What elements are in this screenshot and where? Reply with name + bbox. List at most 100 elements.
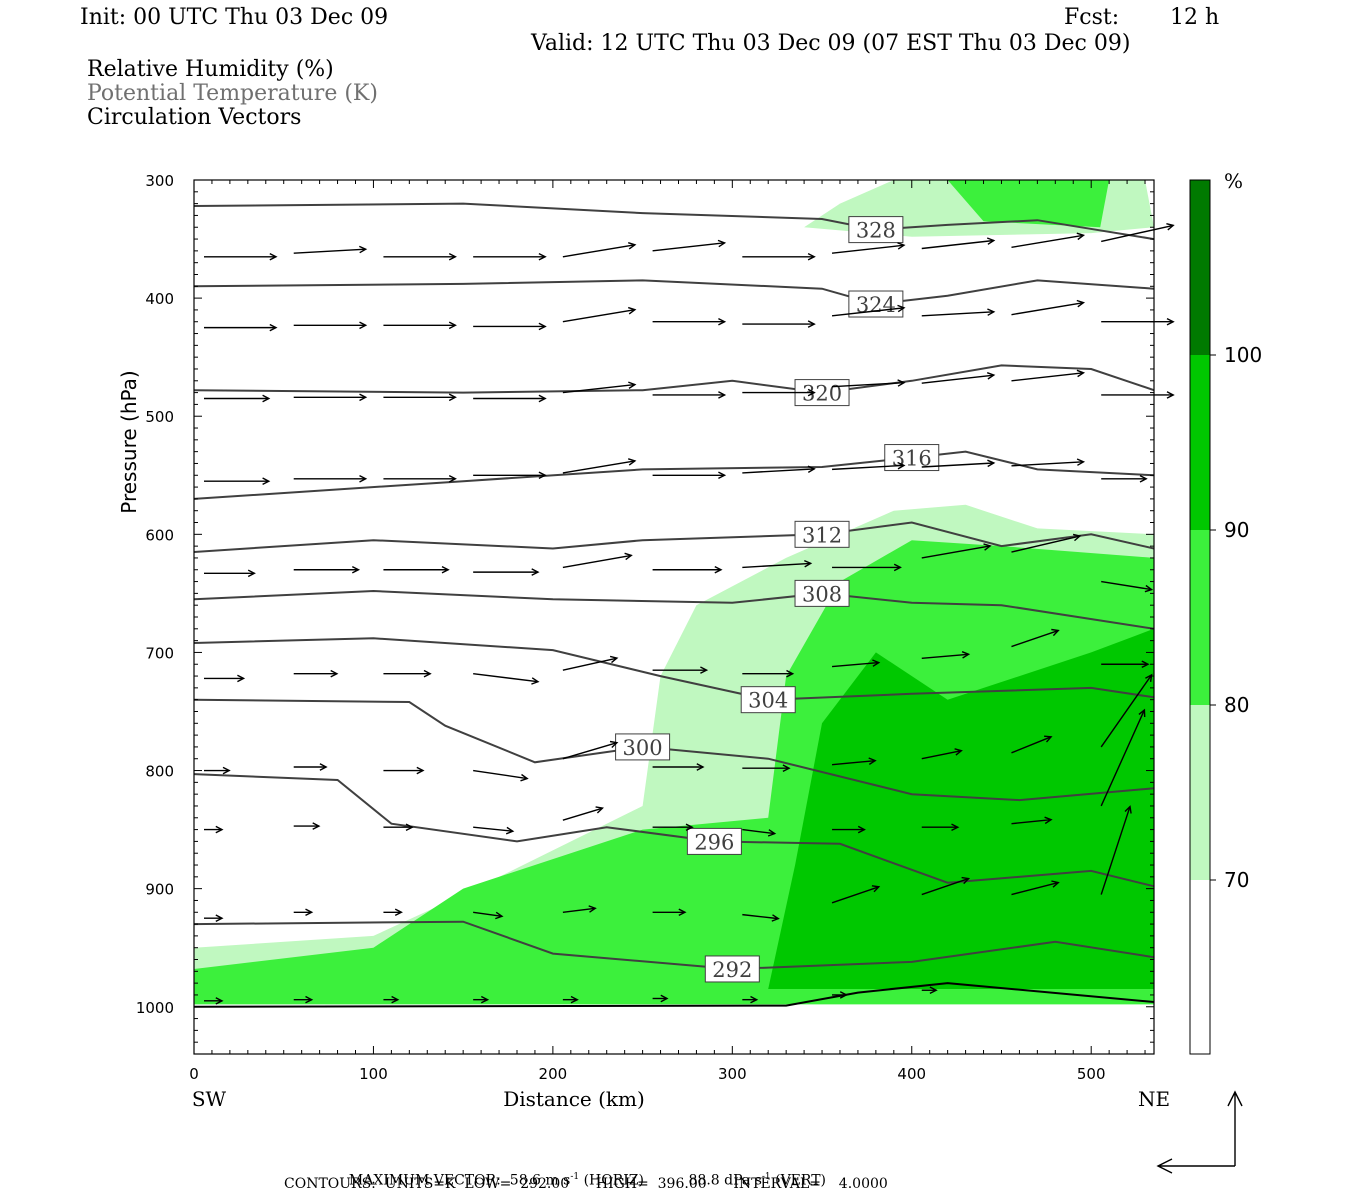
- legend-circulation-vectors: Circulation Vectors: [87, 105, 302, 130]
- y-tick-label-900: 900: [145, 881, 174, 899]
- circulation-vector-head-38: [718, 471, 727, 480]
- circulation-vector-head-86: [1044, 816, 1053, 825]
- circulation-vector-92: [562, 907, 596, 913]
- circulation-vector-head-62: [872, 659, 881, 667]
- circulation-vector-head-94: [771, 914, 780, 922]
- circulation-vector-head-24: [448, 393, 457, 402]
- legend-potential-temperature: Potential Temperature (K): [87, 81, 378, 106]
- vert-exponent: -1: [761, 1172, 771, 1182]
- circulation-vector-head-14: [538, 322, 547, 331]
- circulation-vector-73: [831, 759, 876, 766]
- theta-label-304: 304: [748, 689, 788, 713]
- circulation-vector-39: [742, 468, 815, 474]
- circulation-vector-head-40: [897, 461, 906, 470]
- circulation-vector-31: [1011, 372, 1084, 382]
- circulation-vector-9: [1011, 234, 1084, 249]
- theta-label-312: 312: [802, 523, 842, 547]
- circulation-vector-head-78: [312, 822, 321, 830]
- circulation-vector-head-30: [986, 372, 996, 380]
- circulation-vector-head-1: [359, 245, 368, 254]
- theta-label-296: 296: [694, 830, 734, 854]
- circulation-vector-head-57: [423, 669, 432, 678]
- y-tick-label-500: 500: [145, 408, 174, 426]
- circulation-vector-head-99: [215, 997, 224, 1005]
- colorbar-segment-4: [1190, 180, 1210, 355]
- circulation-vector-head-76: [1145, 673, 1153, 682]
- circulation-vector-98: [1100, 806, 1131, 895]
- circulation-vector-40: [831, 464, 905, 471]
- circulation-vector-head-66: [222, 766, 231, 775]
- circulation-vector-head-75: [1044, 735, 1053, 743]
- circulation-vector-head-56: [330, 669, 339, 678]
- circulation-vector-head-65: [1141, 660, 1150, 669]
- theta-label-292: 292: [712, 958, 752, 982]
- theta-label-320: 320: [802, 382, 842, 406]
- circulation-vector-head-63: [961, 651, 971, 659]
- circulation-vector-head-61: [786, 669, 795, 678]
- circulation-vector-head-104: [660, 994, 669, 1003]
- circulation-vector-head-43: [1139, 474, 1148, 483]
- circulation-vector-head-74: [954, 748, 963, 756]
- circulation-vector-1: [293, 248, 366, 254]
- circulation-vector-head-50: [804, 559, 813, 568]
- colorbar-unit: %: [1224, 169, 1243, 193]
- circulation-vector-30: [921, 374, 994, 384]
- circulation-vector-head-25: [538, 394, 547, 403]
- horiz-exponent: -1: [570, 1172, 580, 1182]
- circulation-vector-53: [1011, 535, 1081, 553]
- circulation-vector-head-49: [714, 565, 723, 574]
- circulation-vector-head-11: [269, 323, 278, 332]
- colorbar-segment-3: [1190, 355, 1210, 530]
- circulation-vector-head-106: [839, 991, 848, 999]
- circulation-vector-head-3: [538, 252, 547, 261]
- circulation-vector-head-72: [782, 764, 791, 773]
- circulation-vector-head-93: [678, 908, 687, 917]
- circulation-vector-91: [473, 911, 503, 917]
- circulation-vector-head-85: [951, 823, 960, 832]
- theta-contour-316: [194, 450, 1154, 500]
- circulation-vector-76: [1100, 674, 1153, 748]
- forecast-label: Fcst:: [1064, 5, 1120, 30]
- circulation-vector-head-60: [700, 666, 709, 674]
- colorbar-segment-0: [1190, 880, 1210, 1054]
- rh-region-90-2: [768, 628, 1154, 989]
- theta-label-box-300: [615, 733, 671, 761]
- y-tick-label-800: 800: [145, 763, 174, 781]
- circulation-vector-75: [1011, 736, 1052, 754]
- circulation-vector-head-88: [215, 914, 224, 923]
- circulation-vector-head-9: [1076, 232, 1086, 241]
- circulation-vector-head-103: [570, 995, 579, 1004]
- colorbar-label-100: 100: [1224, 343, 1262, 367]
- y-tick-label-600: 600: [145, 526, 174, 544]
- circulation-vector-96: [921, 877, 969, 896]
- circulation-vector-94: [742, 913, 779, 920]
- y-tick-label-300: 300: [145, 172, 174, 190]
- circulation-vector-41: [921, 462, 994, 468]
- circulation-vector-37: [562, 460, 635, 474]
- theta-contour-320: [194, 364, 1154, 394]
- circulation-vector-64: [1011, 629, 1059, 648]
- circulation-vector-head-41: [987, 459, 996, 468]
- circulation-vector-head-73: [868, 757, 877, 765]
- theta-label-324: 324: [856, 293, 896, 317]
- circulation-vector-87: [1100, 709, 1146, 807]
- circulation-vector-head-101: [391, 995, 400, 1004]
- circulation-vector-head-77: [215, 825, 224, 834]
- circulation-vector-head-19: [987, 308, 996, 316]
- x-end-label-left: SW: [192, 1087, 227, 1111]
- vert-unit: (VERT): [775, 1172, 826, 1189]
- theta-label-box-308: [794, 579, 850, 607]
- theta-label-box-312: [794, 520, 850, 548]
- circulation-vector-head-51: [893, 563, 902, 572]
- circulation-vector-head-45: [351, 565, 361, 574]
- theta-label-box-304: [740, 686, 796, 714]
- circulation-vector-head-31: [1076, 369, 1086, 378]
- footer-max-vector: MAXIMUM VECTOR: 58.6 m s-1 (HORIZ) 88.8 …: [340, 1156, 826, 1189]
- circulation-vector-20: [1011, 301, 1084, 316]
- circulation-vector-74: [921, 750, 962, 760]
- circulation-vector-head-81: [595, 806, 604, 814]
- circulation-vector-head-5: [717, 239, 727, 248]
- circulation-vector-head-12: [359, 321, 368, 330]
- circulation-vector-head-18: [897, 304, 906, 313]
